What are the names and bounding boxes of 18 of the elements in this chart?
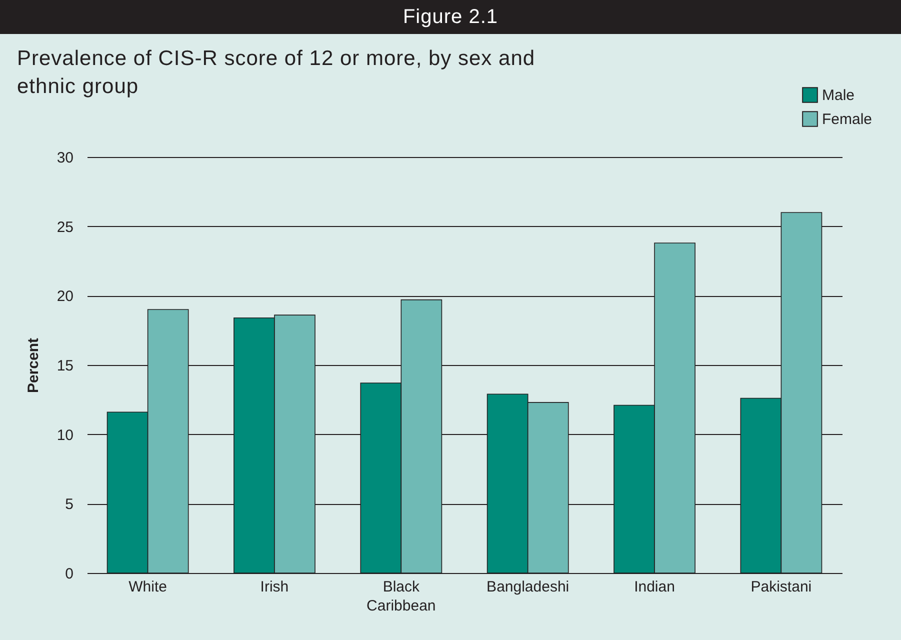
chart-title: Figure 2.1 (0, 0, 901, 34)
x-tick-label: Indian (634, 578, 675, 596)
chart-subtitle: Prevalence of CIS-R score of 12 or more, by sex and ethnic group (17, 46, 536, 100)
y-tick-label: 30 (56, 150, 74, 166)
x-tick-label: Black Caribbean (366, 578, 436, 614)
x-tick-label: Irish (260, 578, 289, 596)
y-tick-label: 20 (56, 288, 74, 306)
y-tick-label: 10 (56, 426, 74, 444)
x-tick-label: Pakistani (750, 578, 812, 596)
y-axis-title: Percent (24, 338, 42, 394)
legend-label: Male (822, 87, 855, 104)
y-tick-label: 25 (56, 218, 74, 236)
y-tick-label: 15 (56, 358, 74, 374)
x-tick-label: Bangladeshi (486, 578, 570, 596)
y-tick-label: 5 (65, 496, 74, 514)
legend-label: Female (822, 111, 872, 128)
y-tick-label: 0 (65, 566, 74, 582)
x-tick-label: White (128, 578, 167, 596)
